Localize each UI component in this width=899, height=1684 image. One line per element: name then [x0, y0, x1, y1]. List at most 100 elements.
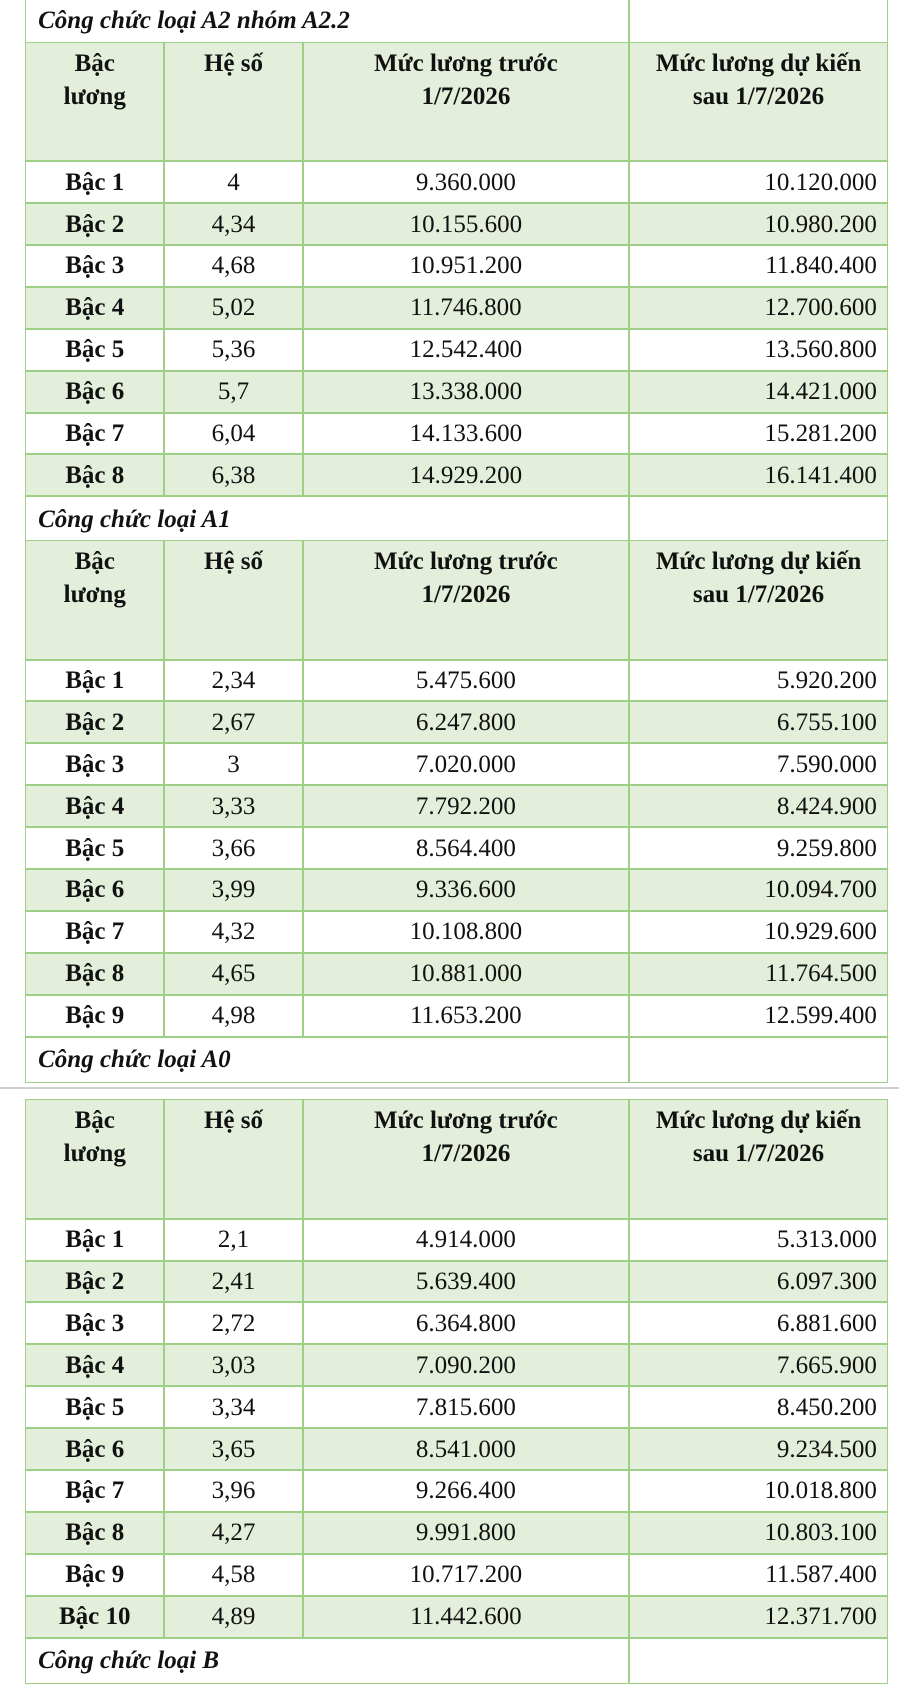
data-cell: Bậc 7 [25, 1469, 165, 1512]
data-cell: 3 [164, 743, 303, 786]
data-cell: 4,58 [164, 1553, 303, 1596]
cell-text: 3,03 [211, 1351, 256, 1379]
cell-text: 8.450.200 [776, 1393, 877, 1421]
cell-text: 3 [227, 750, 240, 778]
cell-text: 14.133.600 [409, 419, 523, 447]
cell-text: Bậc 1 [65, 168, 125, 196]
data-cell: 5.475.600 [302, 659, 630, 702]
cell-text: 4.914.000 [415, 1226, 516, 1254]
cell-text: Mức lương trước 1/7/2026 [374, 548, 558, 609]
cell-text: 10.717.200 [409, 1561, 523, 1589]
header-cell: Hệ số [164, 41, 303, 162]
cell-text: 4,58 [211, 1561, 256, 1589]
cell-text: Bậc lương [63, 1107, 126, 1168]
data-cell: 6.247.800 [302, 701, 630, 744]
empty-cell [629, 496, 888, 543]
data-cell: 6,38 [164, 454, 303, 497]
cell-text: 4,68 [211, 252, 256, 280]
cell-text: 10.980.200 [764, 210, 877, 238]
cell-text: Bậc 1 [65, 1226, 125, 1254]
data-cell: 10.881.000 [302, 952, 630, 995]
cell-text: 5.920.200 [776, 667, 877, 695]
data-cell: 4,27 [164, 1511, 303, 1554]
cell-text: Bậc 4 [65, 1351, 125, 1379]
cell-text: 9.360.000 [415, 168, 516, 196]
cell-text: 5,36 [211, 336, 256, 364]
data-cell: 2,34 [164, 659, 303, 702]
section-title: Công chức loại B [25, 1637, 630, 1684]
cell-text: Bậc 2 [65, 708, 125, 736]
data-cell: Bậc 1 [25, 659, 165, 702]
data-cell: 6.097.300 [629, 1260, 888, 1303]
data-cell: 10.951.200 [302, 244, 630, 287]
data-cell: Bậc 1 [25, 161, 165, 204]
data-cell: Bậc 1 [25, 1218, 165, 1261]
cell-text: 4,89 [211, 1603, 256, 1631]
cell-text: 7.090.200 [415, 1351, 516, 1379]
cell-text: Bậc 7 [65, 1477, 125, 1505]
header-cell: Mức lương trước 1/7/2026 [302, 41, 630, 162]
data-cell: 10.018.800 [629, 1469, 888, 1512]
empty-cell [629, 1036, 888, 1083]
data-cell: 4,34 [164, 203, 303, 245]
section-title: Công chức loại A0 [25, 1036, 630, 1083]
data-cell: 7.020.000 [302, 743, 630, 786]
data-cell: 6.364.800 [302, 1302, 630, 1345]
data-cell: 5.639.400 [302, 1260, 630, 1303]
cell-text: 11.746.800 [410, 294, 522, 322]
cell-text: Mức lương trước 1/7/2026 [374, 49, 558, 110]
cell-text: 10.803.100 [764, 1519, 877, 1547]
data-cell: 14.929.200 [302, 454, 630, 497]
data-cell: 2,41 [164, 1260, 303, 1303]
cell-text: 8.424.900 [776, 792, 877, 820]
data-cell: 5.920.200 [629, 659, 888, 702]
cell-text: Hệ số [203, 548, 263, 576]
data-cell: 10.094.700 [629, 869, 888, 911]
empty-cell [629, 1637, 888, 1684]
data-cell: Bậc 8 [25, 1511, 165, 1554]
header-cell: Mức lương trước 1/7/2026 [302, 1099, 630, 1219]
data-cell: Bậc 10 [25, 1595, 165, 1638]
cell-text: 9.336.600 [415, 876, 516, 904]
cell-text: 7.792.200 [415, 792, 516, 820]
cell-text: 2,1 [217, 1226, 250, 1254]
cell-text: 4,34 [211, 210, 256, 238]
data-cell: Bậc 4 [25, 286, 165, 329]
data-cell: 7.590.000 [629, 743, 888, 786]
data-cell: 10.717.200 [302, 1553, 630, 1596]
data-cell: 3,34 [164, 1386, 303, 1429]
cell-text: 7.815.600 [415, 1393, 516, 1421]
data-cell: 10.120.000 [629, 161, 888, 204]
data-cell: 9.266.400 [302, 1469, 630, 1512]
cell-text: 3,34 [211, 1393, 256, 1421]
cell-text: Hệ số [203, 49, 263, 77]
header-cell: Mức lương dự kiến sau 1/7/2026 [629, 1099, 888, 1219]
cell-text: Mức lương trước 1/7/2026 [374, 1107, 558, 1168]
cell-text: 12.700.600 [764, 294, 877, 322]
data-cell: 4 [164, 161, 303, 204]
data-cell: Bậc 5 [25, 1386, 165, 1429]
data-cell: Bậc 8 [25, 952, 165, 995]
data-cell: 3,33 [164, 785, 303, 828]
data-cell: 12.700.600 [629, 286, 888, 329]
cell-text: 4,98 [211, 1002, 256, 1030]
cell-text: 11.653.200 [410, 1002, 522, 1030]
data-cell: 11.587.400 [629, 1553, 888, 1596]
cell-text: 12.599.400 [764, 1002, 877, 1030]
data-cell: Bậc 3 [25, 743, 165, 786]
data-cell: 16.141.400 [629, 454, 888, 497]
data-cell: 9.336.600 [302, 869, 630, 911]
cell-text: 9.991.800 [415, 1519, 516, 1547]
cell-text: 5,02 [211, 294, 256, 322]
cell-text: 11.442.600 [410, 1603, 522, 1631]
cell-text: 6,04 [211, 419, 256, 447]
data-cell: 10.155.600 [302, 203, 630, 245]
cell-text: Mức lương dự kiến sau 1/7/2026 [655, 548, 862, 609]
cell-text: 6.755.100 [776, 708, 877, 736]
cell-text: Bậc 10 [58, 1603, 131, 1631]
cell-text: 3,96 [211, 1477, 256, 1505]
data-cell: Bậc 2 [25, 701, 165, 744]
cell-text: 8.564.400 [415, 834, 516, 862]
data-cell: Bậc 6 [25, 869, 165, 911]
data-cell: 9.360.000 [302, 161, 630, 204]
